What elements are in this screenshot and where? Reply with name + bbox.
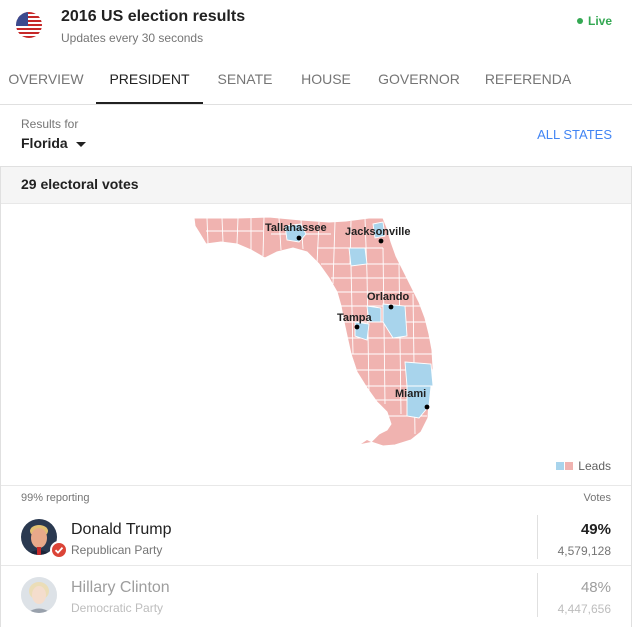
avatar [21, 519, 57, 555]
tab-bar: OVERVIEW PRESIDENT SENATE HOUSE GOVERNOR… [0, 56, 632, 105]
column-divider [537, 515, 538, 559]
results-card: 29 electoral votes [0, 166, 632, 627]
caret-down-icon [75, 141, 86, 147]
tab-overview[interactable]: OVERVIEW [8, 71, 84, 87]
tab-house[interactable]: HOUSE [301, 71, 351, 87]
florida-keys [361, 440, 371, 444]
tab-governor[interactable]: GOVERNOR [378, 71, 460, 87]
state-dropdown[interactable]: Florida [21, 135, 86, 151]
florida-county-map[interactable]: Tallahassee Jacksonville Orlando Tampa M… [1, 204, 631, 484]
city-dot-jacksonville [378, 238, 384, 244]
democrat-counties [284, 221, 434, 419]
city-dot-tampa [354, 324, 360, 330]
republican-swatch-icon [565, 461, 574, 470]
county-borders [206, 216, 433, 435]
live-dot-icon [576, 17, 583, 24]
reporting-row: 99% reporting Votes [1, 485, 631, 508]
state-dropdown-value: Florida [21, 135, 68, 151]
tab-referenda[interactable]: REFERENDA [484, 71, 572, 87]
city-dot-miami [424, 404, 430, 410]
live-label: Live [587, 14, 612, 28]
candidate-party: Democratic Party [71, 601, 164, 615]
column-divider [537, 573, 538, 617]
vote-count: 4,579,128 [557, 544, 611, 558]
candidate-row[interactable]: Donald Trump Republican Party 49% 4,579,… [1, 509, 631, 566]
tab-senate[interactable]: SENATE [217, 71, 273, 87]
city-label-miami: Miami [395, 388, 426, 400]
city-label-tampa: Tampa [337, 312, 373, 324]
app-header: 2016 US election results Updates every 3… [0, 0, 632, 54]
reporting-status: 99% reporting [21, 492, 90, 504]
candidate-party: Republican Party [71, 543, 163, 557]
map-legend: Leads [556, 459, 611, 473]
city-label-jacksonville: Jacksonville [345, 226, 410, 238]
democrat-swatch-icon [556, 461, 565, 470]
page-title: 2016 US election results [61, 8, 246, 25]
update-frequency: Updates every 30 seconds [61, 31, 204, 45]
candidate-name: Donald Trump [71, 521, 172, 538]
city-dot-tallahassee [296, 235, 302, 241]
live-indicator: Live [576, 14, 612, 28]
legend-label: Leads [578, 459, 611, 473]
city-label-tallahassee: Tallahassee [265, 222, 327, 234]
electoral-votes-label: 29 electoral votes [21, 176, 139, 192]
card-header: 29 electoral votes [1, 167, 631, 204]
candidate-name: Hillary Clinton [71, 579, 170, 596]
us-flag-icon [16, 12, 42, 38]
map-svg: Tallahassee Jacksonville Orlando Tampa M… [193, 216, 434, 447]
tab-president[interactable]: PRESIDENT [96, 56, 203, 104]
state-filter: Results for Florida ALL STATES [0, 105, 632, 165]
vote-count: 4,447,656 [557, 602, 611, 616]
city-label-orlando: Orlando [367, 291, 409, 303]
results-for-label: Results for [21, 117, 79, 131]
checkmark-icon [50, 541, 68, 559]
city-markers: Tallahassee Jacksonville Orlando Tampa M… [265, 222, 430, 410]
candidate-row[interactable]: Hillary Clinton Democratic Party 48% 4,4… [1, 567, 631, 623]
vote-percent: 48% [580, 579, 611, 596]
avatar [21, 577, 57, 613]
votes-column-header: Votes [583, 492, 611, 504]
city-dot-orlando [388, 304, 394, 310]
vote-percent: 49% [580, 521, 611, 538]
all-states-link[interactable]: ALL STATES [537, 127, 612, 142]
